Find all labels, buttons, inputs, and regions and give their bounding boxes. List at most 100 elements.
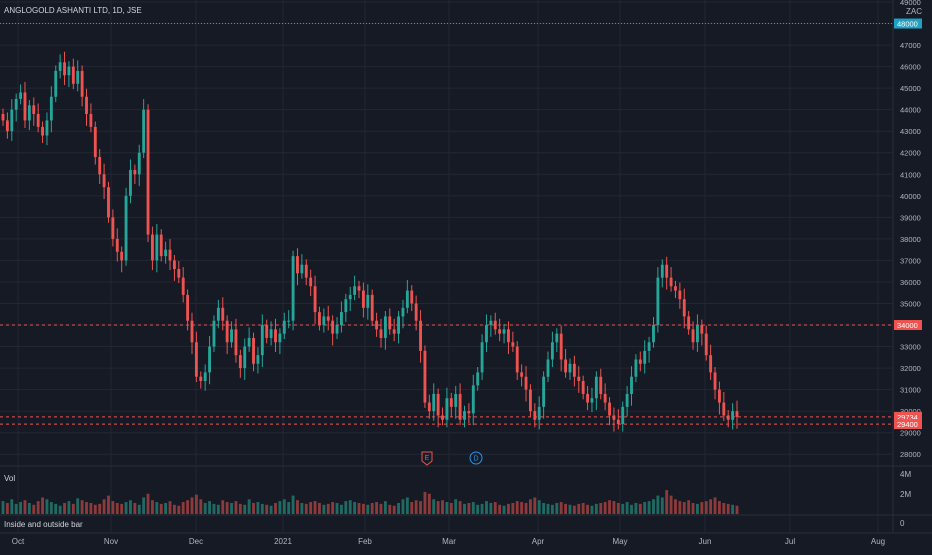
candle-body: [625, 393, 629, 407]
volume-bar: [678, 501, 682, 514]
volume-bar: [550, 504, 554, 514]
x-tick-label: Dec: [189, 537, 203, 546]
volume-bar: [564, 503, 568, 514]
volume-bar: [454, 499, 458, 514]
candle-body: [414, 303, 418, 321]
candle-body: [713, 372, 717, 390]
candle-body: [449, 398, 453, 407]
candle-body: [665, 264, 669, 278]
candle-body: [507, 329, 510, 343]
volume-bar: [674, 499, 677, 514]
candle-body: [537, 406, 541, 420]
candle-body: [265, 325, 269, 338]
volume-bar: [704, 501, 708, 514]
volume-bar: [709, 499, 713, 514]
candle-body: [388, 316, 392, 330]
candle-body: [704, 333, 708, 356]
candle-body: [577, 376, 581, 382]
earnings-marker: E: [421, 451, 433, 466]
y-tick-label: 31000: [900, 386, 921, 395]
volume-bar: [353, 502, 357, 514]
candle-body: [274, 329, 277, 343]
volume-bar: [660, 497, 664, 514]
volume-bar: [49, 502, 53, 514]
volume-bar: [542, 502, 546, 514]
volume-bar: [155, 502, 159, 514]
volume-bar: [225, 502, 229, 514]
volume-bar: [14, 503, 18, 514]
volume-bar: [603, 502, 607, 514]
price-label-text: 34000: [897, 321, 918, 330]
candle-body: [634, 359, 638, 377]
candle-body: [656, 277, 660, 326]
volume-bar: [726, 503, 730, 514]
volume-bar: [238, 503, 242, 514]
volume-bar: [507, 503, 510, 514]
candle-body: [256, 355, 260, 364]
volume-bar: [392, 505, 396, 514]
volume-bar: [212, 503, 216, 514]
candle-body: [247, 337, 251, 347]
volume-bar: [656, 495, 660, 514]
candle-body: [340, 312, 343, 326]
volume-bar: [335, 502, 339, 514]
volume-bar: [269, 505, 273, 514]
volume-bar: [256, 502, 260, 514]
dividend-marker: D: [469, 451, 483, 465]
candle-body: [146, 109, 150, 235]
candle-body: [168, 249, 172, 261]
volume-bar: [190, 497, 194, 514]
volume-bar: [546, 503, 550, 514]
volume-bar: [493, 502, 497, 514]
price-label-box: [894, 419, 922, 430]
candle-body: [480, 342, 484, 373]
volume-bar: [146, 493, 150, 514]
volume-bar: [168, 501, 172, 514]
volume-bar: [379, 503, 383, 514]
volume-bar: [537, 500, 541, 514]
candle-body: [559, 333, 563, 360]
price-label-box: [894, 320, 922, 331]
volume-bar: [643, 502, 647, 514]
candle-body: [19, 92, 23, 99]
candle-body: [485, 325, 488, 343]
candle-body: [282, 320, 286, 334]
volume-pane-label: Vol: [4, 474, 16, 483]
volume-bar: [177, 505, 181, 514]
volume-bar: [142, 497, 146, 514]
candle-body: [238, 355, 242, 369]
candle-body: [129, 169, 132, 196]
volume-bar: [634, 502, 638, 514]
candle-body: [36, 113, 40, 127]
candle-body: [379, 329, 383, 338]
volume-bar: [515, 501, 519, 514]
candle-body: [181, 277, 185, 295]
candle-body: [555, 333, 559, 343]
volume-bar: [700, 502, 704, 514]
volume-bar: [331, 502, 335, 514]
volume-bar: [54, 503, 58, 514]
volume-bar: [445, 502, 449, 514]
volume-bar: [647, 501, 651, 514]
volume-bar: [115, 502, 119, 514]
candle-body: [594, 376, 598, 399]
volume-bar: [691, 502, 695, 514]
volume-bar: [397, 502, 400, 514]
candle-body: [296, 256, 299, 274]
candle-body: [682, 299, 686, 317]
candle-body: [252, 337, 255, 364]
y-tick-label: 46000: [900, 63, 921, 72]
candle-body: [225, 320, 229, 343]
candle-body: [454, 393, 458, 407]
candle-body: [98, 157, 102, 175]
volume-bar: [731, 504, 735, 514]
candle-body: [621, 406, 625, 425]
candle-body: [159, 234, 163, 257]
candle-body: [1, 113, 5, 121]
candle-body: [23, 92, 27, 121]
volume-bar: [357, 502, 361, 514]
candle-body: [71, 66, 75, 84]
